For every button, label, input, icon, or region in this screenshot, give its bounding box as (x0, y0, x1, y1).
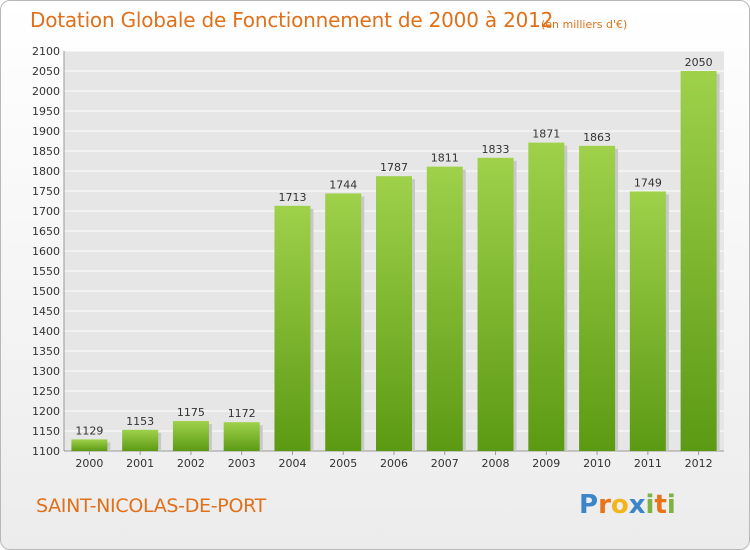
y-tick-label: 1850 (32, 145, 60, 158)
bar-value-label: 1833 (482, 143, 510, 156)
y-tick-label: 1200 (32, 405, 60, 418)
bar-value-label: 1175 (177, 406, 205, 419)
bar (376, 176, 412, 451)
logo-letter: t (654, 490, 667, 520)
bar (274, 205, 311, 451)
y-tick-label: 1150 (32, 425, 60, 438)
bar (122, 429, 159, 451)
logo-letter: i (666, 490, 676, 520)
logo-letter: x (628, 490, 646, 520)
x-tick-label: 2000 (75, 457, 103, 470)
y-tick-label: 1350 (32, 345, 60, 358)
bar (528, 142, 565, 451)
bar-value-label: 1871 (532, 128, 560, 141)
bar (629, 191, 666, 451)
y-tick-label: 1600 (32, 245, 60, 258)
chart-title: Dotation Globale de Fonctionnement de 20… (30, 8, 554, 32)
y-tick-label: 1400 (32, 325, 60, 338)
logo-letter: P (579, 490, 599, 520)
bar-value-label: 1787 (380, 161, 408, 174)
x-tick-label: 2004 (278, 457, 306, 470)
y-tick-label: 1650 (32, 225, 60, 238)
x-tick-label: 2010 (583, 457, 611, 470)
bar-value-label: 1172 (228, 407, 256, 420)
y-tick-label: 1500 (32, 285, 60, 298)
y-tick-label: 1800 (32, 165, 60, 178)
bar-value-label: 1863 (583, 131, 611, 144)
bar (680, 71, 717, 451)
bar-value-label: 1811 (431, 152, 459, 165)
logo-letter: o (610, 490, 629, 520)
logo-letter: i (645, 490, 655, 520)
bar (579, 145, 616, 452)
y-tick-label: 1300 (32, 365, 60, 378)
y-tick-label: 1450 (32, 305, 60, 318)
bar (426, 166, 463, 451)
bar (172, 421, 209, 451)
bar-value-label: 1129 (75, 424, 103, 437)
bar-value-label: 1744 (329, 178, 357, 191)
bar (71, 439, 108, 451)
y-tick-label: 1100 (32, 445, 60, 458)
commune-name: SAINT-NICOLAS-DE-PORT (36, 495, 266, 517)
y-tick-label: 1900 (32, 125, 60, 138)
x-tick-label: 2003 (228, 457, 256, 470)
y-tick-label: 2000 (32, 85, 60, 98)
bar (325, 193, 362, 451)
y-tick-label: 2100 (32, 45, 60, 58)
logo-letter: r (598, 490, 611, 520)
x-tick-label: 2009 (532, 457, 560, 470)
y-tick-label: 1700 (32, 205, 60, 218)
bar-value-label: 2050 (685, 56, 713, 69)
bar-value-label: 1713 (278, 191, 306, 204)
x-tick-label: 2001 (126, 457, 154, 470)
bar-value-label: 1749 (634, 176, 662, 189)
y-tick-label: 2050 (32, 65, 60, 78)
x-tick-label: 2006 (380, 457, 408, 470)
y-tick-label: 1750 (32, 185, 60, 198)
proxiti-logo: Proxiti (579, 490, 676, 520)
y-tick-label: 1550 (32, 265, 60, 278)
chart-subtitle: (en milliers d'€) (541, 18, 628, 31)
bar (477, 157, 514, 452)
x-tick-label: 2011 (634, 457, 662, 470)
x-tick-label: 2005 (329, 457, 357, 470)
x-tick-label: 2012 (685, 457, 713, 470)
bar (223, 422, 260, 451)
x-tick-label: 2007 (431, 457, 459, 470)
bar-value-label: 1153 (126, 415, 154, 428)
x-tick-label: 2002 (177, 457, 205, 470)
y-tick-label: 1950 (32, 105, 60, 118)
y-tick-label: 1250 (32, 385, 60, 398)
x-tick-label: 2008 (482, 457, 510, 470)
